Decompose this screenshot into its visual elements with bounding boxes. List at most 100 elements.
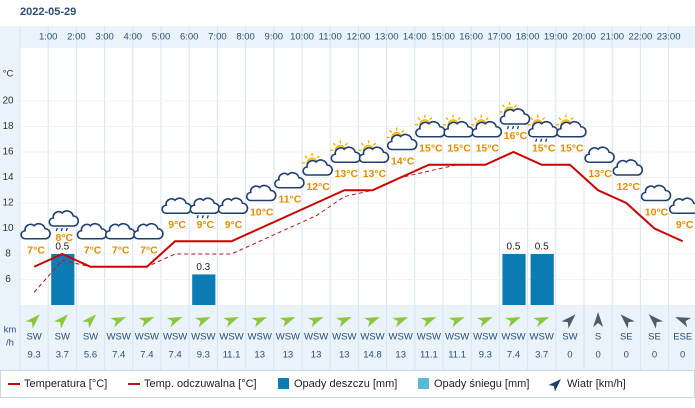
wind-unit: /h	[6, 338, 14, 349]
temp-label: 10°C	[645, 206, 669, 218]
wind-arrow	[194, 316, 211, 328]
temp-label: 9°C	[225, 219, 243, 231]
drop	[511, 125, 515, 130]
temp-label: 7°C	[112, 245, 130, 257]
sun-ray	[513, 104, 518, 108]
drop	[516, 125, 520, 130]
wind-arrow	[448, 316, 465, 328]
wind-direction: SW	[562, 332, 577, 343]
sun-ray	[304, 155, 308, 159]
cloud-icon	[245, 184, 277, 202]
wind-speed: 13	[395, 350, 406, 361]
drop	[535, 138, 538, 142]
hour-label: 16:00	[459, 32, 483, 43]
temp-label: 15°C	[447, 143, 471, 155]
wind-arrow	[279, 316, 296, 328]
wind-arrow-shape	[364, 316, 380, 328]
wind-speed: 7.4	[168, 350, 181, 361]
wind-direction: WSW	[332, 332, 356, 343]
wind-speed: 9.3	[27, 350, 40, 361]
precip-bar	[192, 274, 216, 305]
temp-label: 11°C	[278, 194, 301, 206]
hour-label: 23:00	[657, 32, 681, 43]
wind-arrow-shape	[110, 316, 127, 328]
wind-arrow-shape	[593, 312, 604, 327]
wind-direction: WSW	[248, 332, 272, 343]
wind-speed: 0	[680, 350, 685, 361]
wind-arrow-shape	[505, 316, 521, 328]
sun-ray	[417, 117, 421, 121]
cloud-icon	[133, 223, 164, 240]
y-tick-label: 6	[5, 274, 11, 285]
wind-speed: 7.4	[140, 350, 153, 361]
drop	[55, 227, 58, 232]
sun-ray	[401, 129, 405, 134]
line-series	[33, 150, 684, 268]
cloud-icon	[556, 121, 587, 138]
wind-arrow	[223, 316, 239, 328]
wind-direction: WSW	[163, 332, 187, 343]
wind-direction: SW	[55, 332, 70, 343]
temp-label: 8°C	[55, 232, 73, 244]
temp-label: 13°C	[363, 168, 387, 180]
wind-speed: 11.1	[223, 350, 241, 361]
hour-label: 21:00	[600, 32, 624, 43]
wind-arrow	[307, 316, 324, 328]
wind-direction: WSW	[501, 332, 525, 343]
wind-direction: SE	[620, 332, 633, 343]
temp-label: 7°C	[84, 245, 102, 257]
precip-label: 0.5	[55, 242, 69, 253]
temp-label: 7°C	[140, 245, 158, 257]
temp-label: 15°C	[419, 143, 443, 155]
wind-direction: WSW	[417, 332, 441, 343]
legend-label: Wiatr [km/h]	[567, 378, 626, 390]
legend-swatch	[418, 378, 429, 389]
temp-label: 9°C	[676, 219, 694, 231]
sun-ray	[332, 142, 336, 146]
wind-arrow	[675, 316, 692, 328]
wind-arrow	[110, 316, 127, 328]
wind-speed: 7.4	[507, 350, 520, 361]
y-unit: °C	[3, 69, 14, 80]
y-tick-label: 14	[2, 172, 14, 183]
date: 2022-05-29	[20, 6, 76, 18]
temp-label: 15°C	[532, 143, 556, 155]
hour-header	[0, 26, 695, 48]
wind-arrow	[648, 314, 663, 329]
wind-direction: WSW	[530, 332, 554, 343]
sun-ray	[530, 117, 534, 121]
wind-speed: 7.4	[112, 350, 125, 361]
sun-ray	[558, 117, 562, 121]
wind-arrow-shape	[548, 379, 561, 392]
wind-speed: 0	[652, 350, 657, 361]
wind-arrow	[166, 316, 183, 328]
hour-label: 15:00	[431, 32, 455, 43]
wind-arrow	[620, 314, 635, 329]
precip-bar	[502, 254, 526, 305]
wind-speed: 13	[283, 350, 294, 361]
wind-direction: S	[595, 332, 601, 343]
y-tick-label: 18	[2, 121, 14, 132]
wind-arrow	[505, 316, 521, 328]
temp-label: 13°C	[335, 168, 359, 180]
wind-speed: 3.7	[535, 350, 548, 361]
hour-label: 3:00	[95, 32, 114, 43]
cloud-icon	[499, 108, 531, 125]
legend-label: Opady deszczu [mm]	[294, 378, 397, 390]
y-tick-label: 12	[2, 198, 14, 209]
wind-arrow	[420, 316, 437, 328]
wind-direction: WSW	[276, 332, 300, 343]
wind-speed: 0	[567, 350, 572, 361]
drop	[545, 138, 548, 142]
temp-label: 13°C	[588, 168, 612, 180]
wind-arrow	[561, 314, 576, 329]
sun-ray	[360, 142, 365, 146]
wind-arrow-shape	[533, 316, 550, 328]
drop	[506, 125, 510, 130]
wind-arrow-shape	[223, 316, 239, 328]
legend-box	[0, 370, 695, 398]
wind-arrow-shape	[194, 316, 211, 328]
cloud-icon	[612, 159, 644, 176]
precip-bar	[51, 254, 75, 305]
